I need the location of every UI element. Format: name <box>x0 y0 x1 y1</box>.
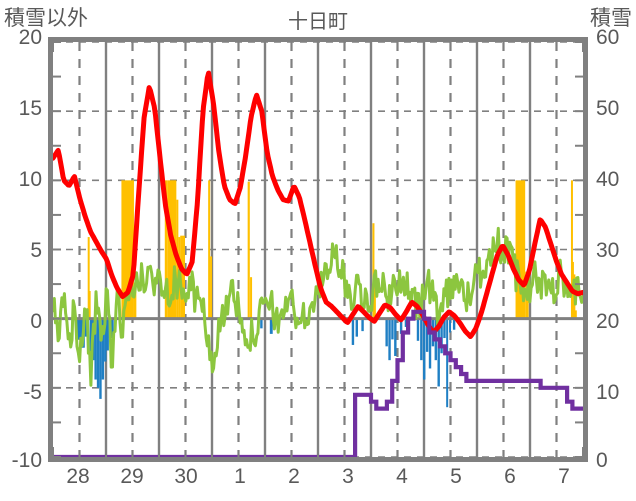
y-axis-left-tick: -5 <box>23 381 42 404</box>
wind-series-line <box>51 226 585 387</box>
temperature-series-line <box>50 70 586 339</box>
y-axis-left-tick: 15 <box>18 97 42 120</box>
y-axis-right-tick: 10 <box>596 381 620 404</box>
x-axis-tick: 30 <box>174 465 198 488</box>
chart-title: 十日町 <box>288 11 348 33</box>
y-axis-left-tick: 10 <box>18 168 42 191</box>
plot-area <box>48 37 588 462</box>
y-axis-left-tick: 5 <box>30 239 42 262</box>
x-axis-tick: 6 <box>504 465 516 488</box>
y-axis-right-tick: 30 <box>596 239 620 262</box>
chart-canvas <box>50 41 586 460</box>
left-axis-title: 積雪以外 <box>4 7 88 30</box>
y-axis-right-tick: 0 <box>596 449 608 472</box>
y-axis-right-tick: 60 <box>596 26 620 49</box>
x-axis-tick: 5 <box>450 465 462 488</box>
x-axis-tick: 7 <box>558 465 570 488</box>
y-axis-right-tick: 50 <box>596 97 620 120</box>
right-axis-title: 積雪 <box>590 7 632 30</box>
x-axis-tick: 4 <box>396 465 408 488</box>
y-axis-right-tick: 40 <box>596 168 620 191</box>
x-axis-tick: 28 <box>66 465 90 488</box>
y-axis-right-tick: 20 <box>596 310 620 333</box>
x-axis-tick: 2 <box>288 465 300 488</box>
y-axis-left-tick: 20 <box>18 26 42 49</box>
x-axis-tick: 29 <box>120 465 144 488</box>
x-axis-tick: 3 <box>342 465 354 488</box>
x-axis-tick: 1 <box>234 465 246 488</box>
y-axis-left-tick: -10 <box>11 449 42 472</box>
y-axis-left-tick: 0 <box>30 310 42 333</box>
